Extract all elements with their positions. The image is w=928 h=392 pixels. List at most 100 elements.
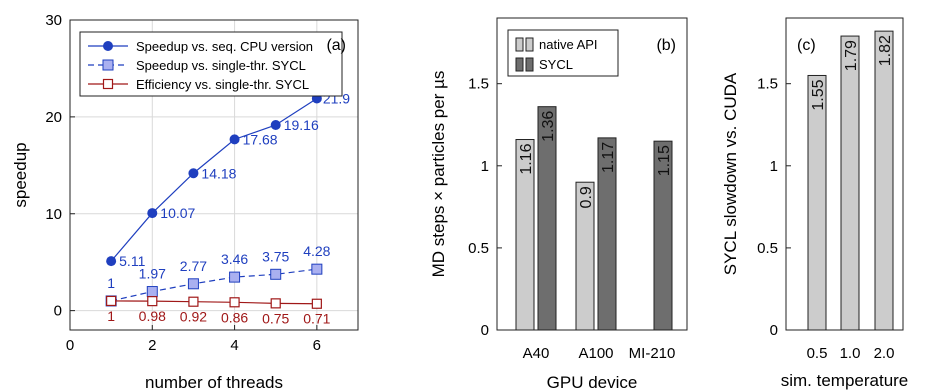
bar-value-label: 1.79 [843, 40, 860, 71]
y-tick-label: 20 [45, 109, 62, 126]
legend-swatch [525, 57, 534, 72]
data-label: 0.92 [180, 309, 207, 325]
bar-value-label: 1.36 [540, 111, 557, 142]
data-label: 1 [107, 308, 115, 324]
legend-box [79, 31, 343, 97]
bar-sycl [537, 106, 557, 331]
series-line-2 [111, 268, 317, 302]
x-tick-label: 0.5 [807, 345, 828, 362]
data-label: 5.11 [119, 253, 145, 269]
bar [807, 74, 827, 331]
series-2-point [146, 286, 158, 298]
y-tick-label: 0 [770, 322, 778, 339]
bar-value-label: 1.17 [600, 142, 617, 173]
legend-swatch [515, 57, 524, 72]
bar-native [515, 139, 535, 331]
data-label: 1 [107, 275, 115, 291]
x-axis-label: number of threads [145, 373, 283, 392]
y-tick-label: 0 [481, 322, 489, 339]
bar-value-label: 0.9 [578, 186, 595, 208]
bar-sycl [597, 137, 617, 331]
bar [840, 35, 860, 331]
y-tick-label: 1 [770, 158, 778, 175]
bar [874, 30, 894, 331]
series-2-point [311, 263, 323, 275]
series-line-1 [110, 97, 318, 262]
x-tick-label: 1.0 [840, 345, 861, 362]
x-tick-label: A100 [578, 345, 613, 362]
bar-value-label: 1.15 [656, 145, 673, 176]
series-1-point [188, 168, 199, 179]
data-label: 19.16 [284, 117, 319, 133]
x-tick-label: MI-210 [629, 345, 676, 362]
x-tick-label: 2.0 [874, 345, 895, 362]
series-1-point [229, 134, 240, 145]
legend-marker [102, 78, 114, 90]
series-3-point [229, 297, 240, 308]
x-tick-label: 0 [66, 337, 74, 354]
bar-value-label: 1.82 [877, 35, 894, 66]
y-axis-label: SYCL slowdown vs. CUDA [721, 72, 740, 275]
series-line-3 [111, 300, 317, 305]
panel-tag-a: (a) [326, 37, 346, 54]
series-3-point [270, 298, 281, 309]
y-tick-label: 1.5 [757, 76, 778, 93]
y-tick-label: 0.5 [468, 240, 489, 257]
data-label: 17.68 [243, 131, 278, 147]
panel-b: 0 0.5 1 1.5 A40 1.16 1.36 A100 0.9 1.17 MI-210 1.15… [429, 17, 688, 392]
data-label: 0.98 [139, 308, 166, 324]
data-label: 0.86 [221, 309, 248, 325]
x-tick-label: 2 [148, 337, 156, 354]
y-tick-label: 0.5 [757, 240, 778, 257]
panel-tag-c: (c) [797, 37, 816, 54]
x-tick-label: A40 [523, 345, 550, 362]
y-tick-label: 1 [481, 158, 489, 175]
bar-value-label: 1.16 [518, 143, 535, 174]
data-label: 0.71 [303, 311, 330, 327]
y-tick-label: 1.5 [468, 76, 489, 93]
legend-entry: SYCL [539, 57, 573, 72]
series-3-point [106, 295, 117, 307]
series-3-point [311, 298, 322, 309]
data-label: 2.77 [180, 258, 207, 274]
bar-value-label: 1.55 [810, 79, 827, 110]
series-1-point [106, 256, 117, 267]
data-label: 0.75 [262, 310, 289, 326]
bar-native [575, 181, 595, 331]
data-label: 3.75 [262, 248, 289, 264]
data-label: 14.18 [201, 165, 236, 181]
x-axis-label: GPU device [547, 373, 638, 392]
series-2-point [229, 271, 241, 283]
legend-entry: Speedup vs. seq. CPU version [136, 39, 313, 54]
legend-marker [102, 59, 114, 71]
series-2-point [187, 278, 199, 290]
data-label: 1.97 [139, 266, 166, 282]
series-1-point [147, 208, 158, 219]
y-tick-label: 0 [54, 303, 62, 320]
data-label: 4.28 [303, 243, 330, 259]
legend-entry: native API [539, 37, 598, 52]
x-tick-label: 6 [313, 337, 321, 354]
series-2-point [270, 268, 282, 280]
y-axis-label: speedup [11, 142, 30, 207]
bar-sycl [653, 140, 673, 331]
y-tick-label: 10 [45, 206, 62, 223]
panel-tag-b: (b) [656, 37, 676, 54]
panel-c: 0 0.5 1 1.5 1.55 0.5 1.79 1.0 1.82 2.0 sim. temper… [721, 17, 909, 390]
x-axis-label: sim. temperature [781, 371, 909, 390]
data-label: 3.46 [221, 251, 248, 267]
legend-entry: Speedup vs. single-thr. SYCL [136, 58, 306, 73]
legend-marker [103, 41, 113, 51]
y-tick-label: 30 [45, 12, 62, 29]
x-tick-label: 4 [230, 337, 238, 354]
legend-swatch [515, 37, 524, 52]
y-axis-label: MD steps × particles per µs [429, 71, 448, 278]
data-label: 10.07 [160, 205, 195, 221]
legend-entry: Efficiency vs. single-thr. SYCL [136, 77, 309, 92]
series-1-point [270, 120, 281, 131]
series-3-point [147, 296, 158, 307]
plot-frame-a [69, 19, 359, 331]
legend-swatch [525, 37, 534, 52]
